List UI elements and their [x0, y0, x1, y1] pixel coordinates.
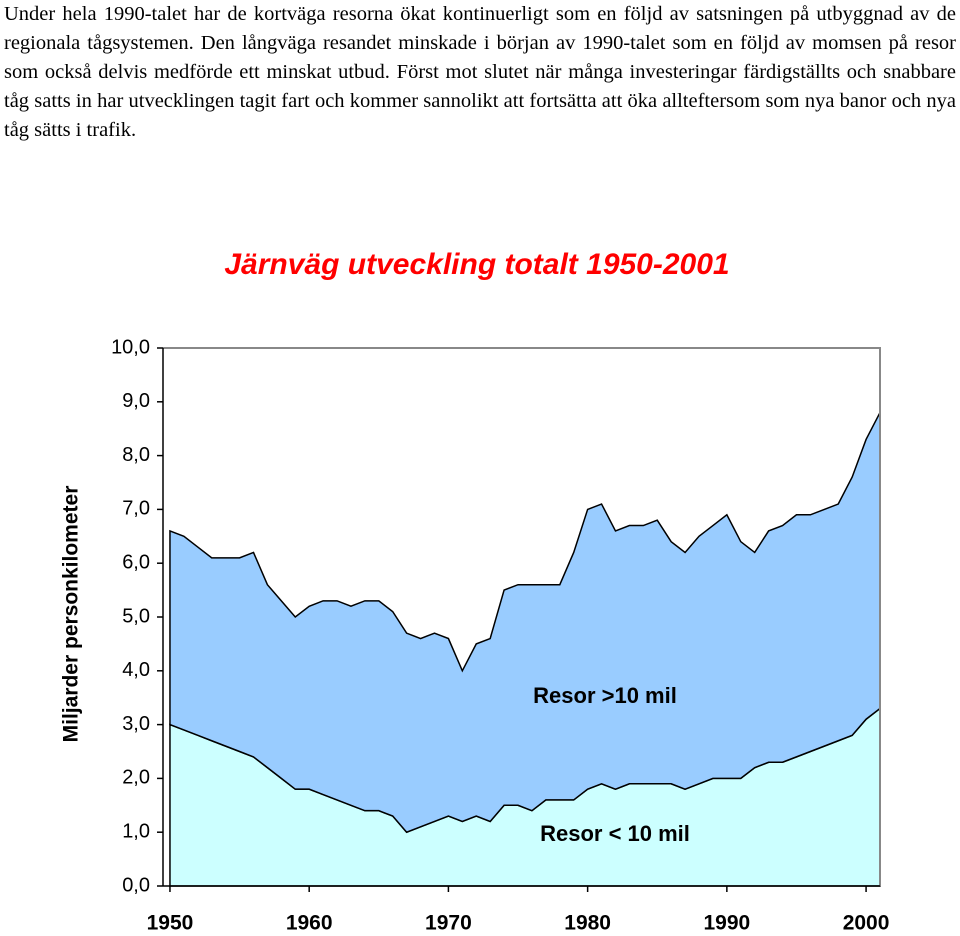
x-tick-label: 1950: [147, 912, 194, 935]
y-tick-label: 0,0: [122, 874, 150, 896]
chart-title: Järnväg utveckling totalt 1950-2001: [224, 248, 729, 281]
x-tick-label: 1970: [425, 912, 472, 935]
y-tick-label: 10,0: [111, 336, 150, 358]
series-label: Resor >10 mil: [533, 683, 677, 708]
plot-frame: [163, 347, 881, 886]
y-tick-label: 7,0: [122, 498, 150, 520]
y-tick-label: 5,0: [122, 605, 150, 627]
y-tick-label: 4,0: [122, 659, 150, 681]
x-tick-label: 2000: [843, 912, 890, 935]
y-tick-label: 6,0: [122, 551, 150, 573]
x-tick-label: 1960: [286, 912, 333, 935]
paragraph: Under hela 1990-talet har de kortväga re…: [4, 3, 956, 141]
y-tick-label: 1,0: [122, 820, 150, 842]
y-tick-label: 8,0: [122, 444, 150, 466]
y-tick-label: 2,0: [122, 767, 150, 789]
y-tick-label: 9,0: [122, 390, 150, 412]
series-label: Resor < 10 mil: [540, 821, 690, 846]
x-tick-label: 1990: [703, 912, 750, 935]
y-axis-label: Miljarder personkilometer: [60, 486, 83, 743]
y-tick-label: 3,0: [122, 713, 150, 735]
x-tick-label: 1980: [564, 912, 611, 935]
